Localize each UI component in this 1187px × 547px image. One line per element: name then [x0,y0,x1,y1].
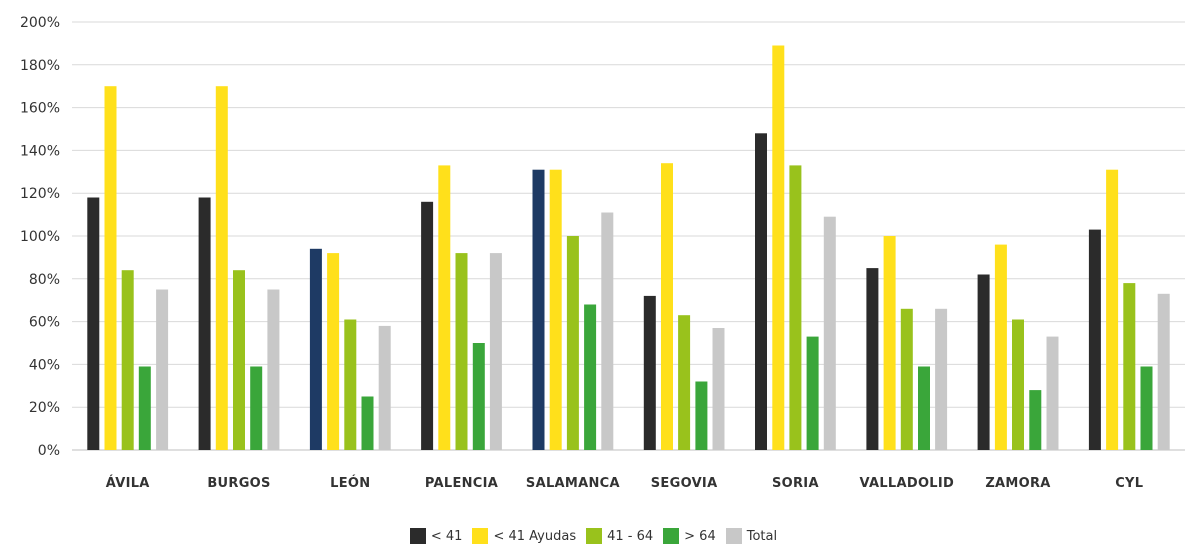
bar [121,270,134,450]
bar [1157,293,1170,450]
x-category-label: PALENCIA [425,476,498,491]
bar [695,381,708,450]
y-tick-label: 160% [20,101,60,117]
bar [918,366,930,450]
legend-swatch [409,528,426,544]
bar [215,86,228,450]
bar [532,169,545,450]
legend-item: Total [725,528,778,544]
bar [1046,336,1059,450]
bar [712,328,725,450]
y-tick-label: 80% [29,272,60,288]
bar [327,253,340,450]
legend-swatch [663,528,680,544]
legend-label: < 41 [430,528,463,544]
x-category-label: CYL [1115,476,1143,491]
bar [755,133,767,451]
bar [309,248,322,450]
bar [1029,390,1042,450]
bar [549,169,562,450]
bar [584,304,597,450]
legend-swatch [586,528,603,544]
y-tick-label: 200% [20,15,60,31]
y-axis-ticks: 0% 20% 40% 60% 80% 100% 120% 140% 160% 180% 200% [20,15,60,459]
legend-label: < 41 Ayudas [493,528,577,544]
bar [233,270,245,450]
bar [421,201,434,450]
bar [1123,283,1136,450]
bar [1140,366,1153,450]
bar [198,197,211,450]
y-tick-label: 0% [38,443,60,459]
bar [977,274,990,450]
bar [866,268,879,450]
y-tick-label: 60% [29,315,60,331]
bar [994,244,1007,450]
x-axis-categories: ÁVILA BURGOS LEÓN PALENCIA SALAMANCA SEGOVIA S… [106,475,1143,491]
x-category-label: SORIA [772,476,819,491]
x-category-label: VALLADOLID [859,476,954,491]
bar [806,336,819,450]
x-category-label: SEGOVIA [651,476,718,491]
bars [87,45,1170,451]
bar-chart: 0% 20% 40% 60% 80% 100% 120% 140% 160% 180% 200% Á… [20,15,1185,491]
x-category-label: ÁVILA [106,475,150,491]
x-category-label: BURGOS [207,476,270,491]
bar [489,253,502,450]
bar [250,366,263,450]
bar [935,308,948,450]
y-tick-label: 40% [29,357,60,373]
x-category-label: SALAMANCA [526,476,620,491]
y-tick-label: 120% [20,186,60,202]
bar [378,325,391,450]
bar [472,343,485,450]
bar [156,289,169,450]
bar [823,216,836,450]
bar [900,308,913,450]
legend-swatch [725,528,742,544]
y-tick-label: 140% [20,143,60,159]
bar [678,315,691,450]
legend: < 41 < 41 Ayudas 41 - 64 > 64 Total [0,528,1187,544]
bar [267,289,280,450]
x-category-label: ZAMORA [985,476,1050,491]
y-tick-label: 20% [29,400,60,416]
legend-label: 41 - 64 [607,528,654,544]
bar [789,165,802,450]
bar [138,366,151,450]
bar [601,212,614,450]
bar [1012,319,1024,450]
bar [344,319,357,450]
bar [104,86,117,450]
legend-item: < 41 Ayudas [472,528,576,544]
bar [455,253,468,450]
bar [661,163,673,450]
legend-label: > 64 [684,528,716,544]
legend-item: > 64 [663,528,716,544]
y-tick-label: 100% [20,229,60,245]
bar [883,236,896,450]
bar [1106,169,1119,450]
bar [1088,229,1101,450]
legend-label: Total [746,528,778,544]
bar [87,197,100,450]
bar [643,295,656,450]
bar [772,45,785,450]
bar [566,236,579,450]
bar [361,396,374,450]
legend-item: < 41 [409,528,463,544]
legend-swatch [472,528,489,544]
bar [438,165,451,450]
legend-item: 41 - 64 [586,528,653,544]
x-category-label: LEÓN [330,475,370,491]
y-tick-label: 180% [20,58,60,74]
